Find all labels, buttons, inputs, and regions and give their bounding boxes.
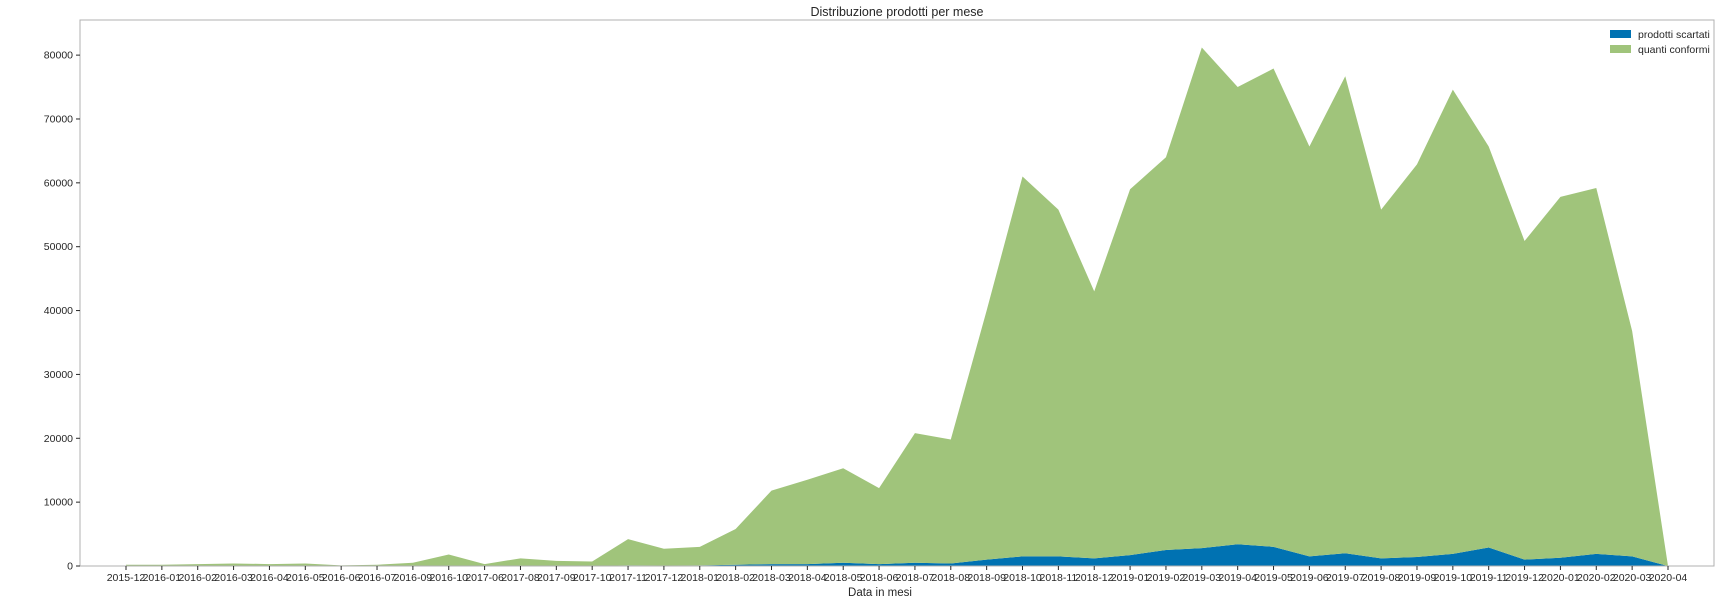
- x-tick-label: 2019-05: [1254, 572, 1293, 584]
- x-tick-label: 2016-04: [250, 572, 289, 584]
- y-tick-label: 0: [67, 561, 73, 573]
- x-tick-label: 2018-05: [824, 572, 863, 584]
- y-tick-label: 10000: [44, 497, 73, 509]
- chart-title: Distribuzione prodotti per mese: [811, 5, 984, 19]
- x-axis-ticks: 2015-122016-012016-022016-032016-042016-…: [107, 566, 1688, 584]
- y-tick-label: 70000: [44, 113, 73, 125]
- plot-frame: [79, 19, 1715, 567]
- x-axis-label: Data in mesi: [848, 587, 912, 599]
- x-tick-label: 2018-12: [1075, 572, 1114, 584]
- x-tick-label: 2020-01: [1541, 572, 1580, 584]
- x-tick-label: 2019-09: [1398, 572, 1437, 584]
- x-tick-label: 2019-04: [1218, 572, 1257, 584]
- x-tick-label: 2020-03: [1613, 572, 1652, 584]
- y-tick-label: 40000: [44, 305, 73, 317]
- x-tick-label: 2019-10: [1434, 572, 1473, 584]
- x-tick-label: 2016-05: [286, 572, 325, 584]
- x-tick-label: 2019-02: [1147, 572, 1186, 584]
- x-tick-label: 2017-08: [501, 572, 540, 584]
- series-areas: [126, 47, 1668, 566]
- x-tick-label: 2016-06: [322, 572, 361, 584]
- x-tick-label: 2018-03: [752, 572, 791, 584]
- x-tick-label: 2016-03: [214, 572, 253, 584]
- x-tick-label: 2015-12: [107, 572, 146, 584]
- area-series-2: [126, 47, 1668, 566]
- legend-swatch-1: [1610, 30, 1631, 38]
- legend-swatch-2: [1610, 45, 1631, 53]
- x-tick-label: 2017-12: [645, 572, 684, 584]
- y-tick-label: 60000: [44, 177, 73, 189]
- x-tick-label: 2019-01: [1111, 572, 1150, 584]
- x-tick-label: 2019-08: [1362, 572, 1401, 584]
- legend-label-1: prodotti scartati: [1638, 29, 1710, 41]
- area-series-1: [126, 544, 1668, 566]
- x-tick-label: 2018-02: [716, 572, 755, 584]
- x-tick-label: 2016-09: [394, 572, 433, 584]
- x-tick-label: 2018-11: [1039, 572, 1077, 584]
- x-tick-label: 2020-04: [1649, 572, 1688, 584]
- x-tick-label: 2016-02: [178, 572, 217, 584]
- x-tick-label: 2016-10: [429, 572, 468, 584]
- x-tick-label: 2020-02: [1577, 572, 1616, 584]
- x-tick-label: 2017-11: [609, 572, 647, 584]
- x-tick-label: 2016-07: [358, 572, 397, 584]
- x-tick-label: 2017-06: [465, 572, 504, 584]
- x-tick-label: 2018-09: [967, 572, 1006, 584]
- x-tick-label: 2018-06: [860, 572, 899, 584]
- y-tick-label: 20000: [44, 433, 73, 445]
- x-tick-label: 2019-12: [1505, 572, 1544, 584]
- x-tick-label: 2019-03: [1183, 572, 1222, 584]
- y-tick-label: 30000: [44, 369, 73, 381]
- x-tick-label: 2016-01: [143, 572, 182, 584]
- x-tick-label: 2018-07: [896, 572, 935, 584]
- x-tick-label: 2018-01: [680, 572, 719, 584]
- x-tick-label: 2018-10: [1003, 572, 1042, 584]
- x-tick-label: 2019-07: [1326, 572, 1365, 584]
- y-tick-label: 80000: [44, 50, 73, 62]
- legend-label-2: quanti conformi: [1638, 44, 1710, 56]
- x-tick-label: 2017-09: [537, 572, 576, 584]
- y-tick-label: 50000: [44, 241, 73, 253]
- legend: prodotti scartati quanti conformi: [1610, 29, 1710, 56]
- y-axis-ticks: 0 10000 20000 30000 40000 50000 60000 70000 8000…: [44, 50, 80, 573]
- x-tick-label: 2017-10: [573, 572, 612, 584]
- x-tick-label: 2019-06: [1290, 572, 1329, 584]
- x-tick-label: 2018-04: [788, 572, 827, 584]
- x-tick-label: 2019-11: [1470, 572, 1508, 584]
- x-tick-label: 2018-08: [932, 572, 971, 584]
